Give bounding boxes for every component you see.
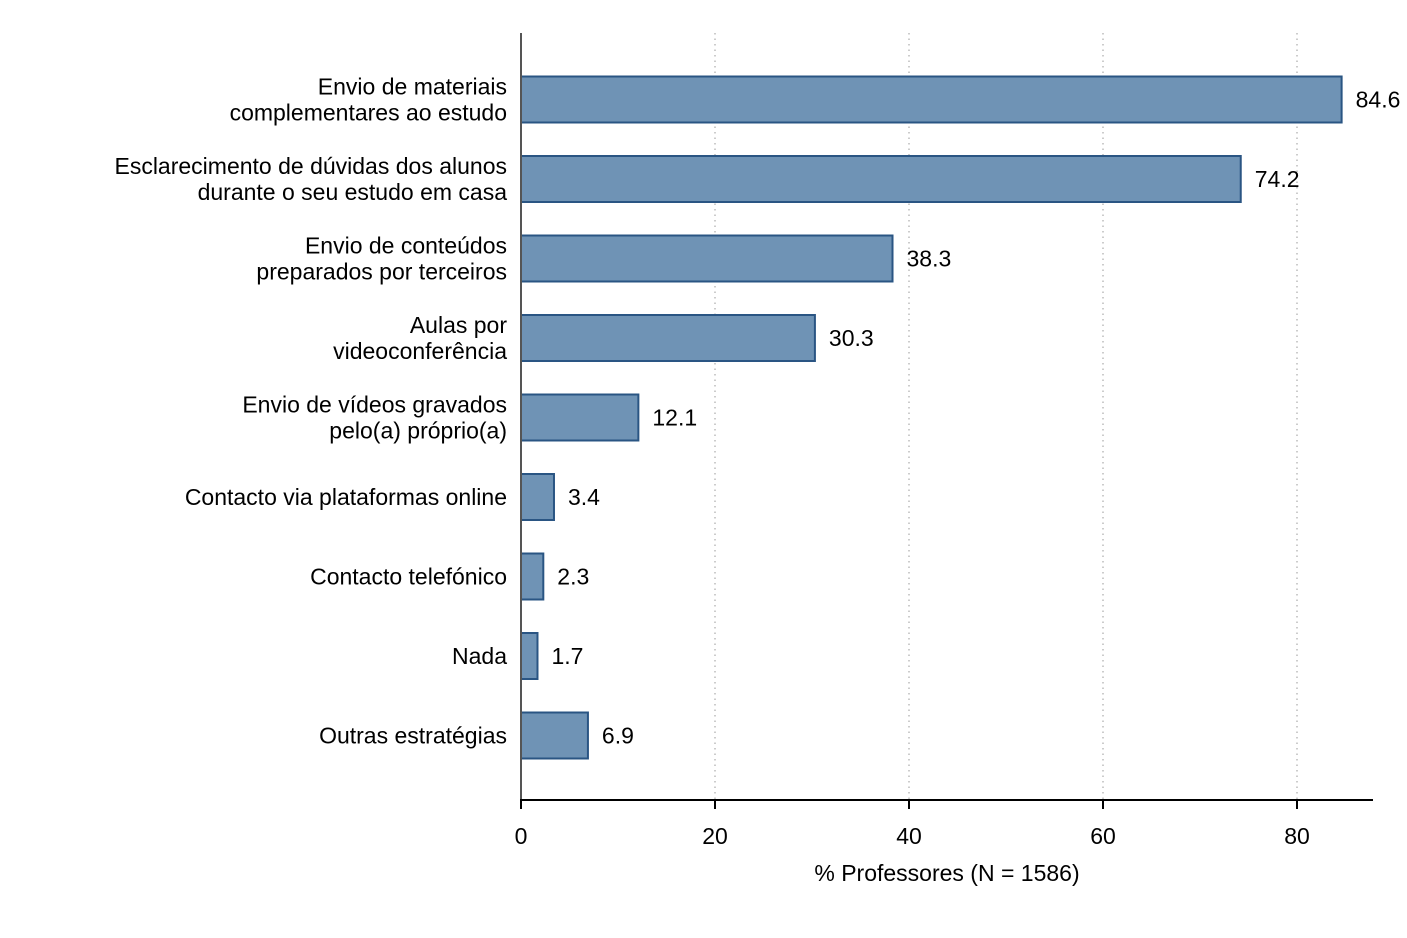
bar-8: [520, 711, 589, 760]
value-label-1: 74.2: [1255, 166, 1300, 192]
category-label-line: Contacto via plataformas online: [185, 484, 507, 510]
category-label-line: Envio de vídeos gravados: [242, 392, 507, 418]
category-label-line: Envio de materiais: [318, 74, 507, 100]
x-tick-label-60: 60: [1090, 823, 1116, 849]
category-label-line: Aulas por: [410, 312, 508, 338]
value-labels: 84.6 74.2 38.3 30.3 12.1 3.4 2.3 1.7 6.9: [551, 87, 1400, 749]
bar-6: [520, 552, 545, 601]
value-label-3: 30.3: [829, 325, 874, 351]
bars: [520, 75, 1343, 760]
category-label-1: Esclarecimento de dúvidas dos alunos dura…: [114, 153, 507, 205]
category-label-7: Nada: [452, 643, 507, 669]
category-label-5: Contacto via plataformas online: [185, 484, 507, 510]
category-label-line: videoconferência: [333, 338, 507, 364]
axes: 0 20 40 60 80: [515, 33, 1373, 849]
category-label-line: durante o seu estudo em casa: [198, 179, 508, 205]
category-label-3: Aulas por videoconferência: [333, 312, 507, 364]
grid-lines: [714, 33, 1298, 800]
category-label-6: Contacto telefónico: [310, 564, 507, 590]
value-label-2: 38.3: [907, 246, 952, 272]
x-axis-title: % Professores (N = 1586): [814, 860, 1079, 886]
value-label-7: 1.7: [551, 643, 583, 669]
bar-0: [520, 75, 1343, 124]
category-label-line: Outras estratégias: [319, 723, 507, 749]
category-label-2: Envio de conteúdos preparados por terceir…: [256, 233, 507, 285]
x-tick-label-40: 40: [896, 823, 922, 849]
category-label-0: Envio de materiais complementares ao estu…: [230, 74, 507, 126]
value-label-5: 3.4: [568, 484, 600, 510]
category-labels: Envio de materiais complementares ao estu…: [114, 74, 507, 749]
category-label-8: Outras estratégias: [319, 723, 507, 749]
value-label-6: 2.3: [557, 564, 589, 590]
bar-4: [520, 393, 640, 442]
category-label-4: Envio de vídeos gravados pelo(a) próprio(…: [242, 392, 507, 444]
bar-2: [520, 234, 894, 283]
category-label-line: preparados por terceiros: [256, 259, 507, 285]
category-label-line: complementares ao estudo: [230, 100, 507, 126]
category-label-line: Esclarecimento de dúvidas dos alunos: [114, 153, 507, 179]
value-label-8: 6.9: [602, 723, 634, 749]
bar-3: [520, 314, 816, 362]
bar-7: [520, 632, 539, 680]
x-tick-label-20: 20: [702, 823, 728, 849]
category-label-line: Nada: [452, 643, 507, 669]
category-label-line: pelo(a) próprio(a): [329, 418, 507, 444]
x-tick-label-80: 80: [1284, 823, 1310, 849]
category-label-line: Contacto telefónico: [310, 564, 507, 590]
category-label-line: Envio de conteúdos: [305, 233, 507, 259]
bar-5: [520, 473, 555, 521]
bar-1: [520, 155, 1242, 203]
value-label-4: 12.1: [652, 405, 697, 431]
value-label-0: 84.6: [1356, 87, 1401, 113]
x-tick-label-0: 0: [515, 823, 528, 849]
